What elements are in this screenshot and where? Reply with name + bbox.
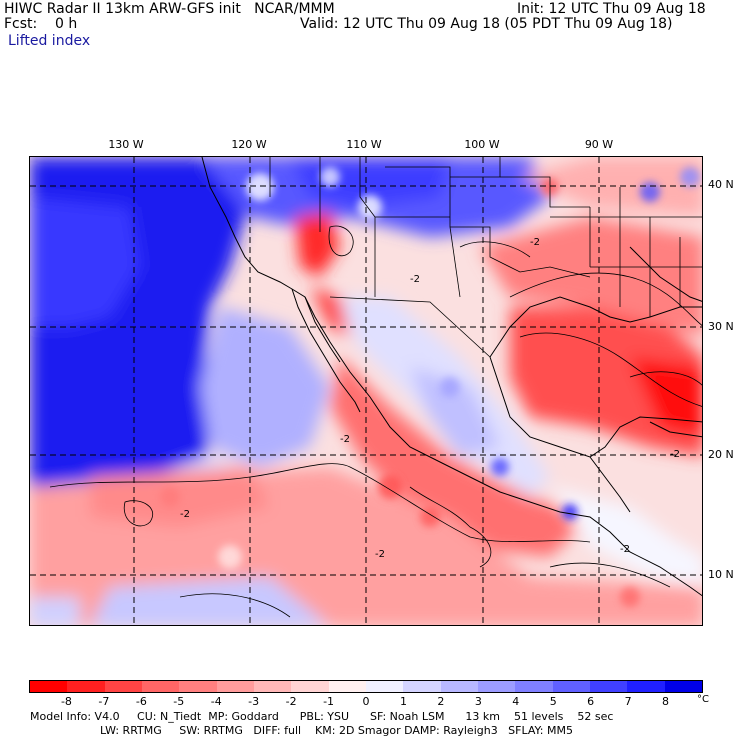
colorbar-label: 3 [474,695,482,708]
colorbar-swatch [141,681,180,692]
colorbar-label: 1 [399,695,407,708]
colorbar-swatch [104,681,142,692]
colorbar-label: 6 [587,695,595,708]
contour-label: -2 [180,509,190,520]
colorbar-label: -6 [135,695,147,708]
contour-label: -2 [410,274,420,285]
product-title: HIWC Radar II 13km ARW-GFS init NCAR/MMM [4,1,335,17]
colorbar-label: -5 [173,695,185,708]
colorbar-label: -1 [323,695,335,708]
state-borders [269,157,702,358]
contour-label: -2 [375,549,385,560]
colorbar-label: -3 [248,695,260,708]
colorbar-swatch [440,681,478,692]
lon-label-120w: 120 W [231,138,267,151]
colorbar-swatch [216,681,254,692]
colorbar [29,680,703,693]
lon-label-90w: 90 W [584,138,614,151]
init-time: Init: 12 UTC Thu 09 Aug 18 [517,1,706,17]
model-info-line2: LW: RRTMG SW: RRTMG DIFF: full KM: 2D Sm… [100,724,573,737]
lifted-index-map: -2 -2 -2 -2 -2 -2 -2 [29,156,703,626]
colorbar-swatch [552,681,590,692]
colorbar-swatch [589,681,628,692]
colorbar-label: 7 [624,695,632,708]
colorbar-label: -2 [285,695,297,708]
lat-label-10n: 10 N [708,568,734,581]
colorbar-label: -7 [98,695,110,708]
contour-label: -2 [620,544,630,555]
contour-labels: -2 -2 -2 -2 -2 -2 -2 [180,237,680,560]
colorbar-swatch [627,681,665,692]
contour-label: -2 [530,237,540,248]
map-canvas: -2 -2 -2 -2 -2 -2 -2 [30,157,702,625]
colorbar-label: -8 [60,695,72,708]
lon-label-130w: 130 W [108,138,144,151]
valid-time: Valid: 12 UTC Thu 09 Aug 18 (05 PDT Thu … [300,16,673,32]
colorbar-swatch [67,681,105,692]
colorbar-swatch [30,681,68,692]
contour-label: -2 [670,449,680,460]
colorbar-swatch [253,681,292,692]
forecast-hour: Fcst: 0 h [4,16,78,32]
colorbar-swatch [664,681,702,692]
contour-label: -2 [340,434,350,445]
colorbar-label: 8 [662,695,670,708]
contours [49,225,702,618]
colorbar-label: 0 [362,695,370,708]
colorbar-swatch [477,681,516,692]
lon-label-100w: 100 W [464,138,500,151]
lat-label-20n: 20 N [708,448,734,461]
coastlines [201,157,702,597]
colorbar-label: 5 [549,695,557,708]
lat-label-40n: 40 N [708,178,734,191]
lon-label-110w: 110 W [346,138,382,151]
model-info-line1: Model Info: V4.0 CU: N_Tiedt MP: Goddard… [30,710,614,723]
colorbar-swatch [179,681,217,692]
colorbar-swatch [365,681,404,692]
colorbar-label: -4 [210,695,222,708]
colorbar-unit: °C [697,694,709,705]
colorbar-swatch [515,681,553,692]
colorbar-label: 4 [512,695,520,708]
colorbar-swatch [403,681,441,692]
colorbar-swatch [291,681,329,692]
colorbar-label: 2 [437,695,445,708]
lat-label-30n: 30 N [708,320,734,333]
colorbar-swatch [328,681,366,692]
field-name: Lifted index [8,33,91,49]
